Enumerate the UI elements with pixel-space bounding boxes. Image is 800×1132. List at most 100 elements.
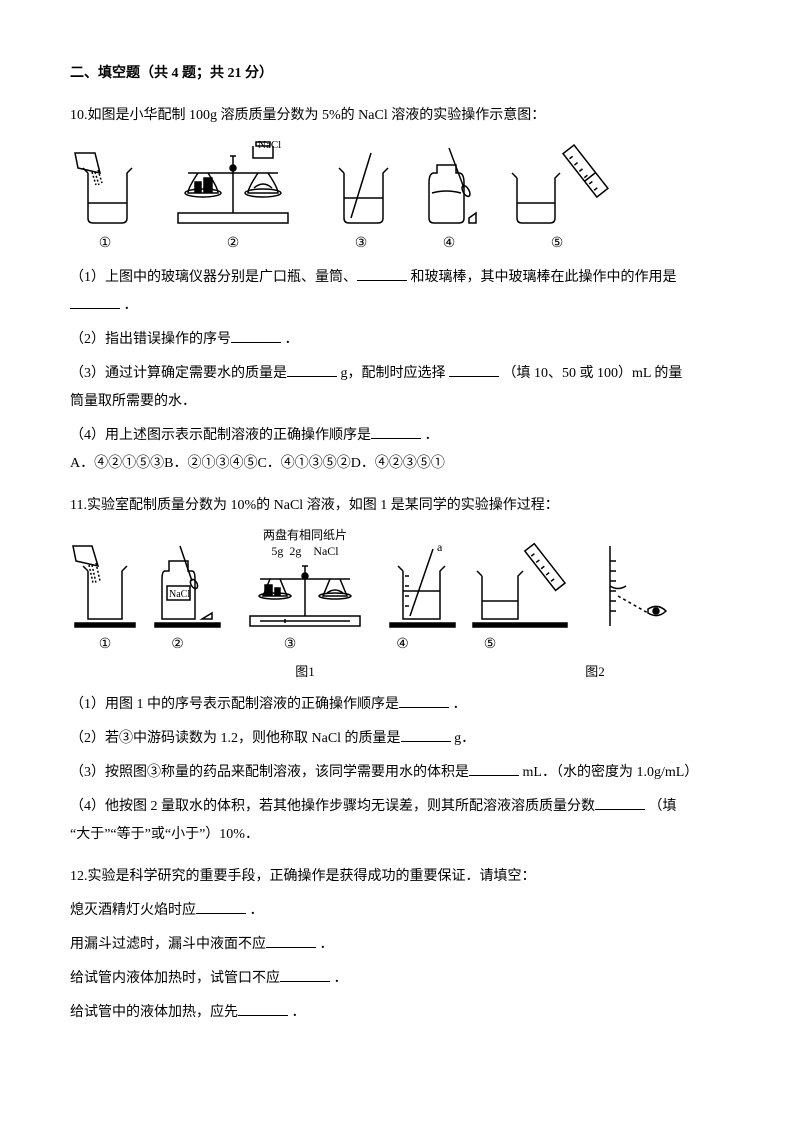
caption-1: 图1 bbox=[70, 659, 540, 685]
q11-stem: 11.实验室配制质量分数为 10%的 NaCl 溶液，如图 1 是某同学的实验操… bbox=[70, 492, 730, 520]
question-10: 10.如图是小华配制 100g 溶质质量分数为 5%的 NaCl 溶液的实验操作… bbox=[70, 102, 730, 478]
blank bbox=[266, 933, 316, 948]
question-12: 12.实验是科学研究的重要手段，正确操作是获得成功的重要保证．请填空： 熄灭酒精… bbox=[70, 863, 730, 1027]
circled-4: ④ bbox=[414, 230, 484, 258]
q11-caption-row: 图1 图2 bbox=[70, 659, 730, 685]
q10-fig-2: NaCl bbox=[158, 138, 308, 228]
a-label: a bbox=[437, 541, 443, 554]
text: g，配制时应选择 bbox=[337, 366, 449, 381]
q10-p1: （1）上图中的玻璃仪器分别是广口瓶、量筒、 和玻璃棒，其中玻璃棒在此操作中的作用… bbox=[70, 264, 730, 292]
blank bbox=[70, 294, 120, 309]
q10-number-row: ① ② ③ ④ ⑤ bbox=[70, 230, 730, 258]
cylinder-eye-icon bbox=[600, 541, 670, 631]
text: （1）用图 1 中的序号表示配制溶液的正确操作顺序是 bbox=[70, 697, 399, 712]
blank bbox=[238, 1001, 288, 1016]
text: ． bbox=[330, 971, 348, 986]
q10-p2: （2）指出错误操作的序号 ． bbox=[70, 326, 730, 354]
text: 给试管中的液体加热，应先 bbox=[70, 1005, 238, 1020]
circled-1: ① bbox=[70, 230, 140, 258]
circled-2: ② bbox=[140, 631, 215, 659]
circled-3: ③ bbox=[215, 631, 365, 659]
text: NaCl bbox=[313, 544, 338, 558]
text: mL．（水的密度为 1.0g/mL） bbox=[519, 765, 698, 780]
q10-fig-5 bbox=[502, 143, 612, 228]
beaker-pour-icon bbox=[70, 541, 140, 631]
balance-scale-icon bbox=[235, 561, 375, 631]
q11-fig-2: NaCl bbox=[150, 541, 225, 631]
blank bbox=[399, 693, 449, 708]
q10-options: A．④②①⑤③B．②①③④⑤C．④①③⑤②D．④②③⑤① bbox=[70, 450, 730, 478]
circled-3: ③ bbox=[326, 230, 396, 258]
q12-stem: 12.实验是科学研究的重要手段，正确操作是获得成功的重要保证．请填空： bbox=[70, 863, 730, 891]
text: 2g bbox=[289, 544, 301, 558]
q10-fig-4 bbox=[414, 143, 484, 228]
text: ． bbox=[449, 697, 467, 712]
text: 给试管内液体加热时，试管口不应 bbox=[70, 971, 280, 986]
balance-top-labels: 两盘有相同纸片 5g 2g NaCl bbox=[263, 528, 347, 559]
q11-fig-4: a bbox=[385, 541, 460, 631]
text: 熄灭酒精灯火焰时应 bbox=[70, 903, 196, 918]
beaker-stir-icon: a bbox=[385, 541, 460, 631]
section-title: 二、填空题（共 4 题；共 21 分） bbox=[70, 60, 730, 88]
text: （2）若③中游码读数为 1.2，则他称取 NaCl 的质量是 bbox=[70, 731, 401, 746]
text: ． bbox=[246, 903, 264, 918]
q10-p4: （4）用上述图示表示配制溶液的正确操作顺序是 ． bbox=[70, 422, 730, 450]
text: （3）按照图③称量的药品来配制溶液，该同学需要用水的体积是 bbox=[70, 765, 469, 780]
blank bbox=[196, 899, 246, 914]
text: （1）上图中的玻璃仪器分别是广口瓶、量筒、 bbox=[70, 270, 357, 285]
text: 两盘有相同纸片 bbox=[263, 528, 347, 544]
q11-number-row: ① ② ③ ④ ⑤ bbox=[70, 631, 730, 659]
text: （3）通过计算确定需要水的质量是 bbox=[70, 366, 287, 381]
circled-2: ② bbox=[158, 230, 308, 258]
bottle-spoon-icon bbox=[414, 143, 484, 228]
q11-fig-5 bbox=[470, 541, 570, 631]
q10-figures: NaCl bbox=[70, 138, 730, 228]
q11-fig-3: 两盘有相同纸片 5g 2g NaCl bbox=[235, 528, 375, 631]
text: （2）指出错误操作的序号 bbox=[70, 332, 231, 347]
blank bbox=[401, 727, 451, 742]
bottle-label: NaCl bbox=[169, 589, 190, 600]
beaker-pour-icon bbox=[70, 148, 140, 228]
text: （4）他按图 2 量取水的体积，若其他操作步骤均无误差，则其所配溶液溶质质量分数 bbox=[70, 799, 595, 814]
text: ． bbox=[281, 332, 299, 347]
q11-fig-1 bbox=[70, 541, 140, 631]
text: ． bbox=[316, 937, 334, 952]
text: ． bbox=[288, 1005, 306, 1020]
text: g． bbox=[451, 731, 476, 746]
cylinder-pour-icon bbox=[470, 541, 570, 631]
text: ． bbox=[421, 428, 439, 443]
q11-p4: （4）他按图 2 量取水的体积，若其他操作步骤均无误差，则其所配溶液溶质质量分数… bbox=[70, 793, 730, 821]
text: ． bbox=[120, 298, 138, 313]
text: 用漏斗过滤时，漏斗中液面不应 bbox=[70, 937, 266, 952]
cylinder-pour-icon bbox=[502, 143, 612, 228]
circled-4: ④ bbox=[365, 631, 440, 659]
circled-1: ① bbox=[70, 631, 140, 659]
q10-fig-3 bbox=[326, 148, 396, 228]
blank bbox=[371, 424, 421, 439]
question-11: 11.实验室配制质量分数为 10%的 NaCl 溶液，如图 1 是某同学的实验操… bbox=[70, 492, 730, 849]
q11-p3: （3）按照图③称量的药品来配制溶液，该同学需要用水的体积是 mL．（水的密度为 … bbox=[70, 759, 730, 787]
q11-p1: （1）用图 1 中的序号表示配制溶液的正确操作顺序是 ． bbox=[70, 691, 730, 719]
text: 筒量取所需要的水． bbox=[70, 388, 730, 416]
blank bbox=[287, 362, 337, 377]
q10-p3: （3）通过计算确定需要水的质量是 g，配制时应选择 （填 10、50 或 100… bbox=[70, 360, 730, 388]
circled-5: ⑤ bbox=[502, 230, 612, 258]
blank bbox=[449, 362, 499, 377]
q11-fig-eye bbox=[600, 541, 670, 631]
q11-figures: NaCl 两盘有相同纸片 5g 2g NaCl bbox=[70, 528, 730, 631]
text: （填 bbox=[645, 799, 677, 814]
blank bbox=[595, 795, 645, 810]
text: “大于”“等于”或“小于”）10%． bbox=[70, 821, 730, 849]
text: 5g bbox=[271, 544, 283, 558]
nacl-bottle-icon: NaCl bbox=[150, 541, 225, 631]
caption-2: 图2 bbox=[540, 659, 650, 685]
blank bbox=[357, 266, 407, 281]
text: （填 10、50 或 100）mL 的量 bbox=[499, 366, 682, 381]
beaker-stir-icon bbox=[326, 148, 396, 228]
text: （4）用上述图示表示配制溶液的正确操作顺序是 bbox=[70, 428, 371, 443]
blank bbox=[231, 328, 281, 343]
blank bbox=[469, 761, 519, 776]
blank bbox=[280, 967, 330, 982]
circled-5: ⑤ bbox=[440, 631, 540, 659]
text: 和玻璃棒，其中玻璃棒在此操作中的作用是 bbox=[407, 270, 677, 285]
